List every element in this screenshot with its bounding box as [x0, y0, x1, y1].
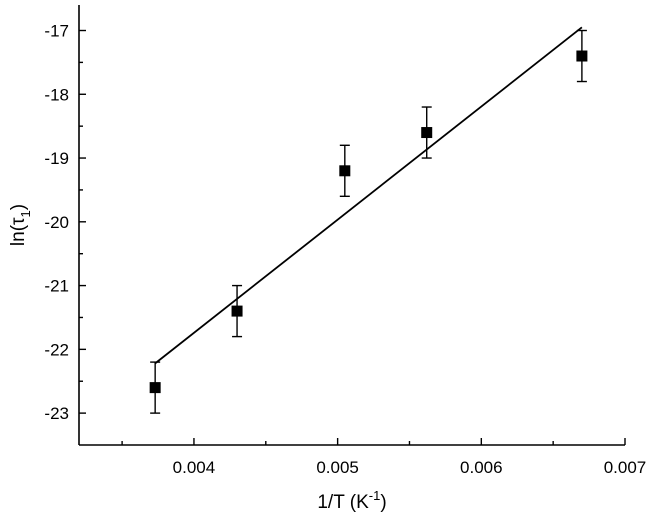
x-tick-label: 0.006: [460, 458, 503, 477]
y-axis-title: ln(τ1): [8, 204, 33, 246]
fit-line: [154, 26, 583, 365]
error-bars: [150, 29, 587, 414]
x-ticks: 0.004 0.005 0.006 0.007: [121, 438, 646, 477]
x-tick-label: 0.007: [604, 458, 646, 477]
fit-line-group: [154, 26, 583, 365]
y-tick-label: -22: [44, 340, 69, 359]
y-axis-title-base: ln(τ: [8, 217, 29, 246]
y-tick-label: -18: [44, 85, 69, 104]
x-axis-title: 1/T (K-1): [317, 488, 386, 513]
data-point: [421, 127, 433, 139]
y-axis-title-tail: ): [8, 204, 29, 210]
x-tick-label: 0.004: [173, 458, 216, 477]
data-point: [231, 305, 243, 317]
y-axis-title-sub: 1: [18, 210, 33, 217]
axes: [78, 5, 625, 446]
y-tick-label: -19: [44, 149, 69, 168]
y-tick-label: -21: [44, 277, 69, 296]
x-axis-title-tail: ): [380, 492, 386, 513]
x-axis-title-base: 1/T (K: [317, 492, 369, 513]
data-point: [149, 382, 161, 394]
data-point: [339, 165, 351, 177]
y-tick-label: -20: [44, 213, 69, 232]
y-tick-label: -17: [44, 22, 69, 41]
x-axis-title-sup: -1: [369, 488, 381, 503]
x-tick-label: 0.005: [316, 458, 359, 477]
y-ticks: -17 -18 -19 -20 -21 -22 -23: [44, 22, 86, 423]
data-points: [149, 50, 588, 394]
y-tick-label: -23: [44, 404, 69, 423]
data-point: [576, 50, 588, 62]
